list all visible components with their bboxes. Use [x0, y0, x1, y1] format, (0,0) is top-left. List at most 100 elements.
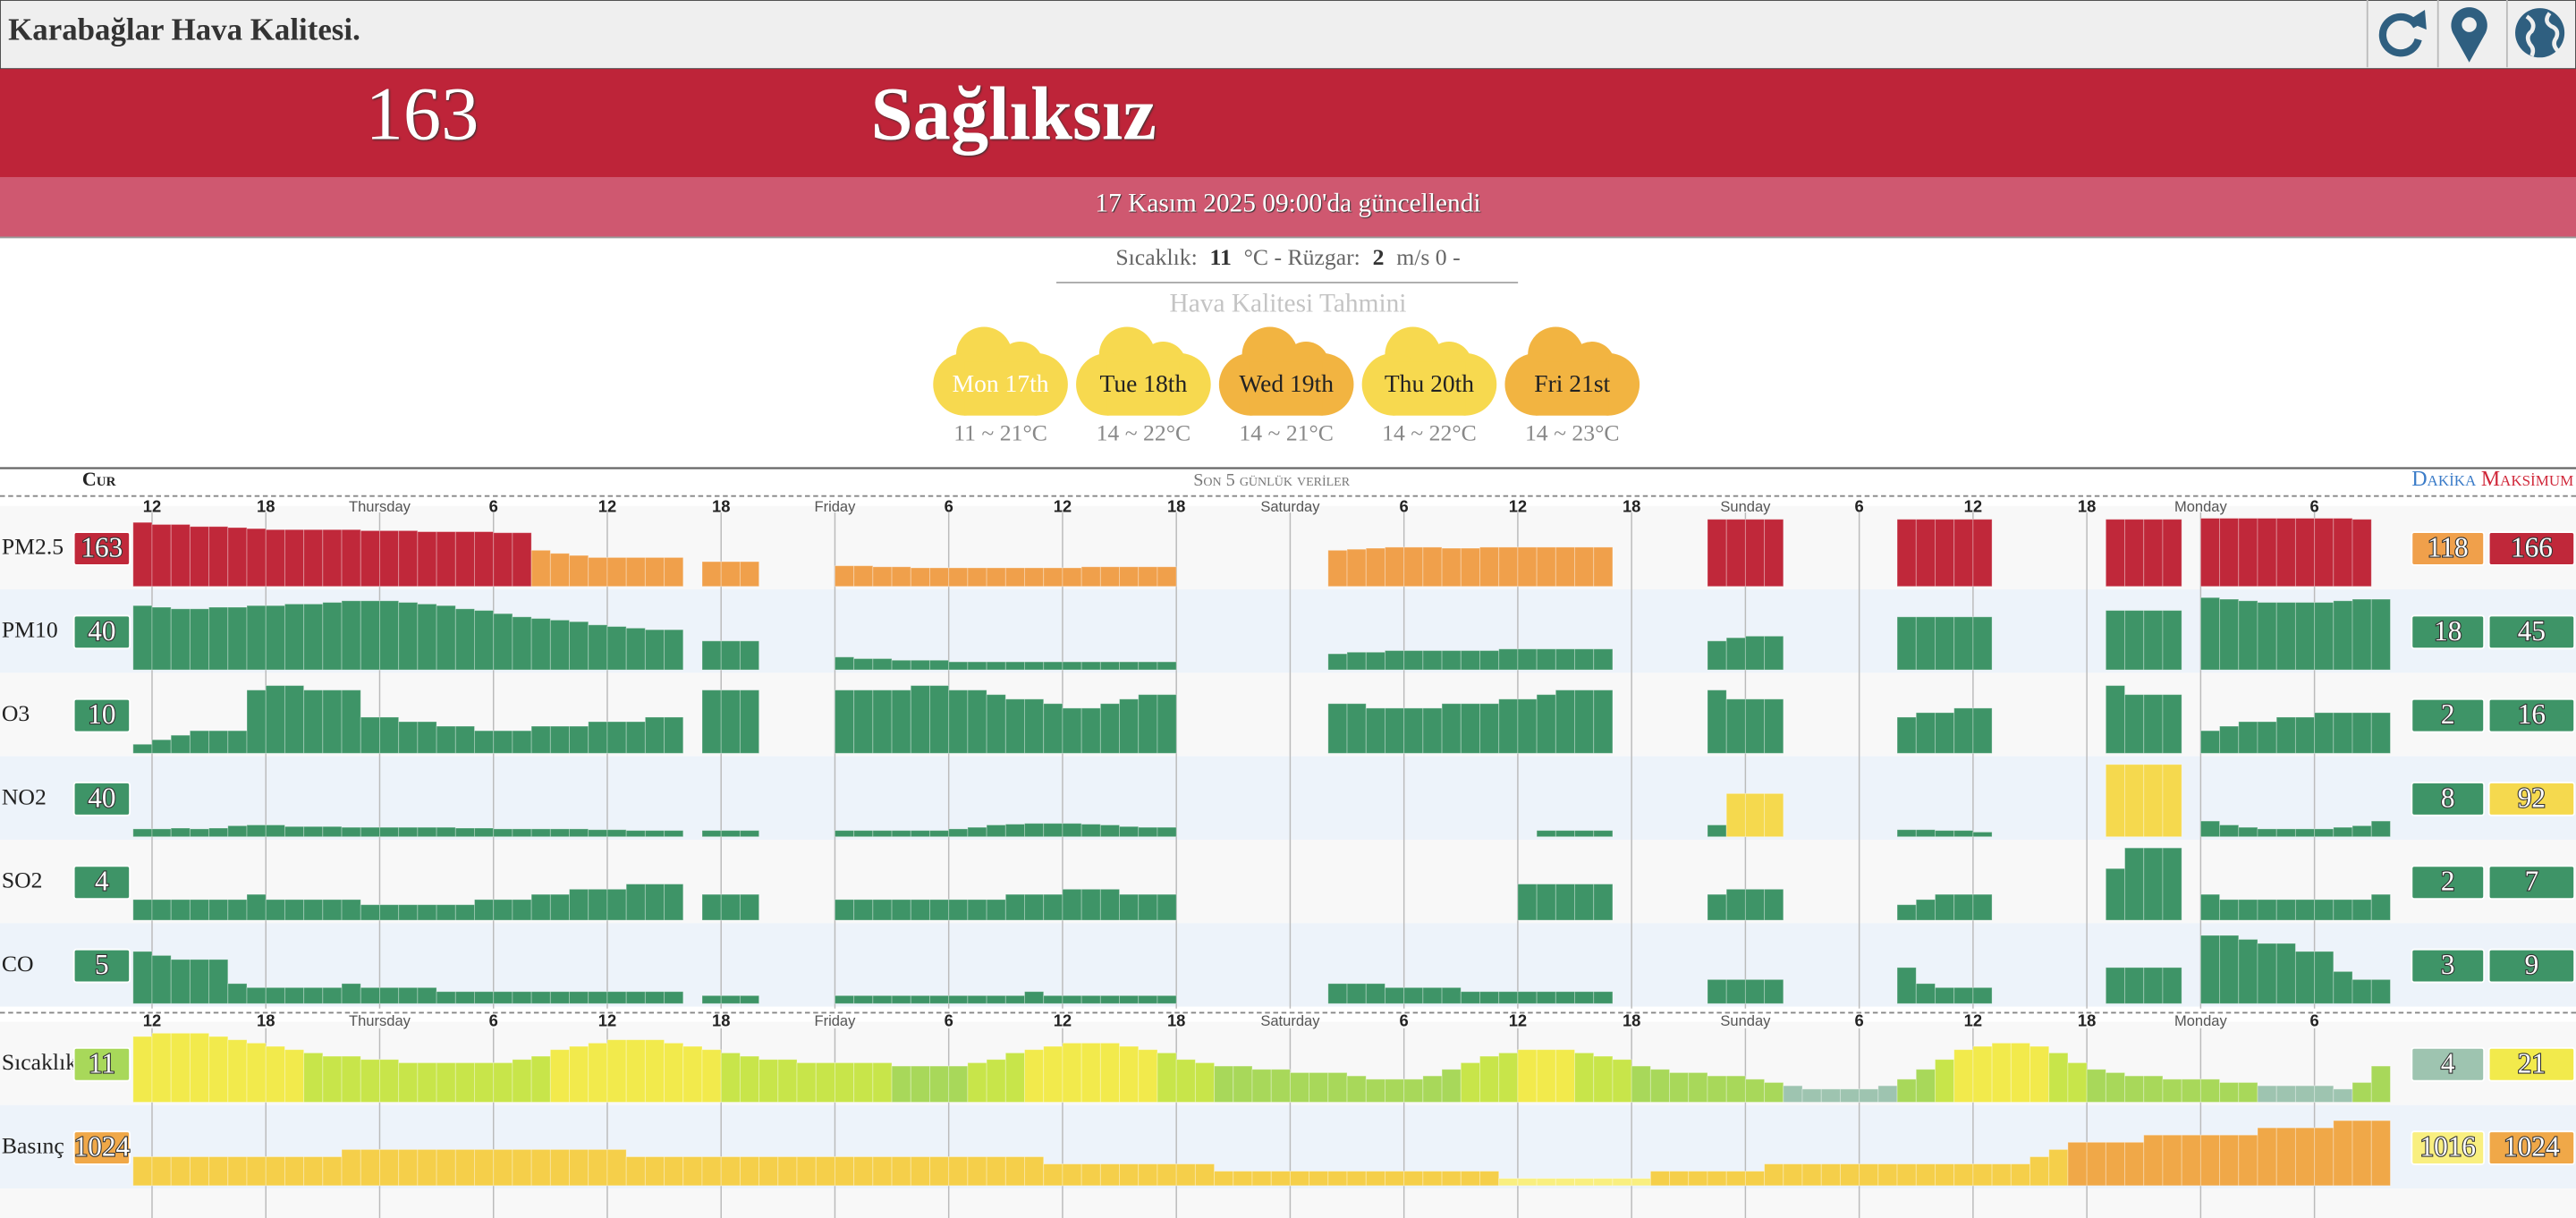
bar	[2105, 519, 2126, 588]
bar	[606, 556, 627, 588]
bar	[588, 556, 608, 588]
bar	[720, 640, 741, 671]
bar	[1327, 653, 1348, 671]
min-value: 2	[2441, 866, 2455, 897]
bar	[1346, 1171, 1367, 1187]
bar	[872, 1062, 893, 1103]
bar	[2370, 712, 2391, 754]
max-value: 16	[2518, 698, 2546, 730]
bar	[2370, 1120, 2391, 1187]
min-value-box	[2411, 865, 2486, 901]
bar	[1935, 986, 1955, 1004]
max-value: 166	[2511, 532, 2553, 563]
bar	[341, 899, 361, 921]
bar	[454, 904, 475, 921]
min-value: 118	[2428, 532, 2469, 563]
bar	[910, 685, 930, 754]
bar	[1972, 893, 1993, 921]
refresh-button[interactable]	[2378, 10, 2427, 57]
bar	[1479, 1171, 1500, 1187]
bar	[1707, 825, 1727, 838]
bar	[1138, 1163, 1158, 1187]
bar	[1498, 991, 1519, 1004]
bar	[1574, 830, 1595, 838]
bar	[1896, 519, 1917, 588]
bar	[1403, 650, 1424, 671]
current-value: 4	[95, 866, 109, 897]
bar	[2219, 518, 2240, 588]
bar	[284, 825, 305, 838]
forecast-day[interactable]: Fri 21st 14 ~ 23°C	[1504, 326, 1640, 446]
bar	[1403, 707, 1424, 754]
x-tick-label: 6	[1855, 496, 1864, 515]
min-value: 18	[2434, 615, 2462, 647]
bar	[1498, 698, 1519, 754]
bar	[2199, 730, 2221, 754]
bar	[2257, 602, 2277, 671]
bar	[341, 983, 361, 1004]
forecast-day[interactable]: Tue 18th 14 ~ 22°C	[1076, 326, 1211, 446]
bar	[1270, 1171, 1291, 1187]
bar	[2143, 764, 2164, 838]
bar	[246, 893, 267, 921]
bar	[379, 600, 400, 671]
bar	[967, 1156, 987, 1187]
bar	[398, 986, 419, 1004]
current-value-box	[72, 948, 131, 984]
bar	[1536, 884, 1556, 921]
bar	[189, 828, 210, 838]
bar	[588, 1148, 608, 1187]
bar	[986, 1059, 1006, 1103]
bar	[967, 899, 987, 921]
weather-line: Sıcaklık: 11 °C - Rüzgar: 2 m/s 0 -	[1115, 244, 1460, 270]
bar	[493, 991, 513, 1004]
forecast-day[interactable]: Mon 17th 11 ~ 21°C	[933, 326, 1068, 446]
bar	[530, 1055, 551, 1103]
bar	[1119, 1045, 1140, 1103]
bar	[625, 1039, 646, 1103]
bar	[360, 826, 380, 838]
bar	[493, 613, 513, 671]
bar	[132, 1156, 153, 1187]
bar	[454, 608, 475, 671]
bar	[417, 1148, 437, 1187]
forecast-day[interactable]: Wed 19th 14 ~ 21°C	[1218, 326, 1354, 446]
bar	[1536, 694, 1556, 754]
bar	[303, 529, 324, 588]
globe-button[interactable]	[2515, 8, 2565, 58]
forecast-day[interactable]: Thu 20th 14 ~ 22°C	[1361, 326, 1497, 446]
bar	[644, 991, 665, 1004]
bar	[208, 827, 229, 838]
bar	[1707, 1075, 1727, 1103]
bar	[2029, 1045, 2050, 1103]
current-value-box	[72, 698, 131, 733]
bar	[1744, 635, 1766, 671]
x-tick-label: 12	[598, 1011, 616, 1029]
bar	[1517, 698, 1538, 754]
bar	[2162, 764, 2182, 838]
bar	[151, 524, 172, 588]
bar	[1935, 712, 1955, 754]
bar	[1403, 1171, 1424, 1187]
bar	[1365, 1078, 1385, 1103]
bar	[1099, 825, 1121, 838]
bar	[265, 1045, 285, 1103]
bar	[1024, 1049, 1045, 1103]
bar	[360, 716, 380, 754]
bar	[986, 994, 1006, 1004]
bar	[1953, 893, 1974, 921]
cloud-part	[1536, 361, 1609, 416]
bar	[1744, 888, 1766, 921]
bar	[360, 904, 380, 921]
max-value: 1024	[2504, 1131, 2560, 1163]
x-tick-label: Monday	[2174, 1012, 2227, 1029]
cloud-part	[1106, 361, 1180, 416]
bar	[1327, 549, 1348, 588]
bar	[1972, 707, 1993, 754]
bar	[170, 959, 191, 1004]
location-button[interactable]	[2451, 7, 2487, 63]
bar	[530, 549, 551, 588]
bar	[322, 1156, 343, 1187]
bar	[417, 1062, 437, 1103]
bar	[2275, 828, 2296, 838]
